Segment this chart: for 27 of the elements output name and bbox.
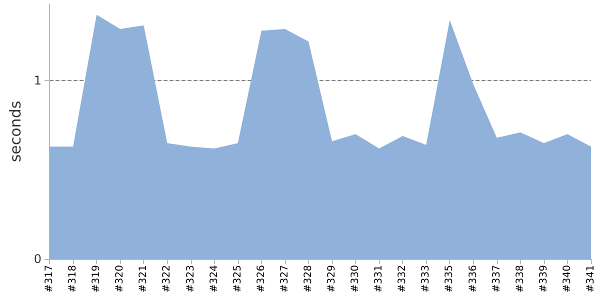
- y-axis-title: seconds: [6, 100, 24, 162]
- x-tick-label: #325: [232, 265, 244, 292]
- x-tick-label: #331: [374, 265, 385, 292]
- x-tick-label: #322: [162, 265, 173, 292]
- x-tick-label: #326: [256, 265, 267, 292]
- x-tick-label: #335: [444, 265, 456, 292]
- x-tick-label: #321: [138, 265, 150, 292]
- x-tick-label: #317: [44, 265, 56, 292]
- x-tick-label: #341: [586, 265, 596, 292]
- y-tick-label: 1: [34, 74, 42, 88]
- x-tick-label: #333: [420, 265, 432, 292]
- x-tick-label: #340: [562, 265, 573, 292]
- x-tick-label: #329: [326, 265, 338, 292]
- x-tick-label: #339: [538, 265, 550, 292]
- x-tick-label: #324: [208, 265, 220, 292]
- x-tick-label: #318: [68, 265, 79, 292]
- x-tick-label: #337: [491, 265, 502, 292]
- x-tick-label: #319: [91, 265, 102, 292]
- x-tick-label: #327: [279, 265, 290, 292]
- x-tick-label: #328: [302, 265, 314, 292]
- x-tick-label: #336: [468, 265, 479, 292]
- x-tick-label: #338: [514, 265, 526, 292]
- x-tick-label: #320: [114, 265, 126, 292]
- y-tick-label: 0: [34, 252, 42, 266]
- x-tick-label: #330: [350, 265, 362, 292]
- x-tick-label: #323: [185, 265, 196, 292]
- x-tick-label: #332: [397, 265, 408, 292]
